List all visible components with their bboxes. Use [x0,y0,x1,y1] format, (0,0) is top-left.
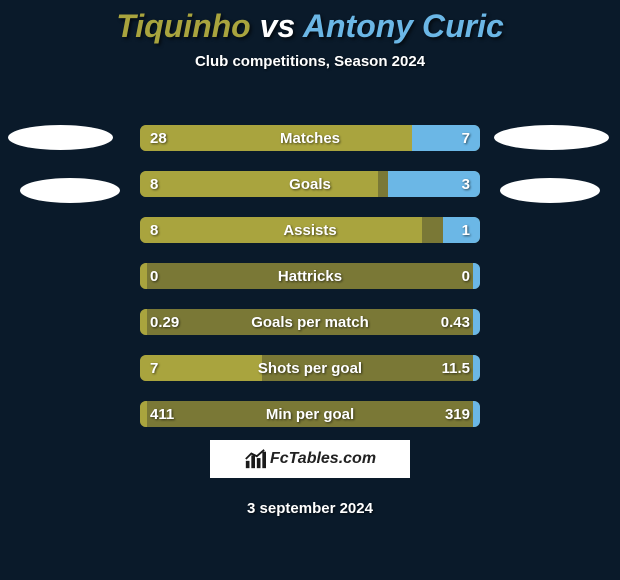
stat-row: 411319Min per goal [140,401,480,427]
stat-label: Goals [140,171,480,197]
stat-row: 0.290.43Goals per match [140,309,480,335]
title-vs: vs [260,8,296,44]
stat-label: Assists [140,217,480,243]
stat-label: Hattricks [140,263,480,289]
decorative-ellipse-right-1 [494,125,609,150]
date-text: 3 september 2024 [0,500,620,517]
title-player1: Tiquinho [116,8,250,44]
subtitle: Club competitions, Season 2024 [0,53,620,70]
stat-label: Shots per goal [140,355,480,381]
page-title: Tiquinho vs Antony Curic [0,0,620,45]
stat-label: Min per goal [140,401,480,427]
decorative-ellipse-left-2 [20,178,120,203]
stat-row: 81Assists [140,217,480,243]
stat-label: Matches [140,125,480,151]
stat-row: 00Hattricks [140,263,480,289]
stat-label: Goals per match [140,309,480,335]
stat-row: 287Matches [140,125,480,151]
decorative-ellipse-right-2 [500,178,600,203]
title-player2: Antony Curic [303,8,504,44]
stat-row: 83Goals [140,171,480,197]
watermark: FcTables.com [210,440,410,478]
comparison-bars: 287Matches 83Goals 81Assists 00Hattricks 0.2… [140,125,480,447]
stat-row: 711.5Shots per goal [140,355,480,381]
watermark-text: FcTables.com [270,450,376,468]
fctables-logo-icon [244,448,266,470]
decorative-ellipse-left-1 [8,125,113,150]
